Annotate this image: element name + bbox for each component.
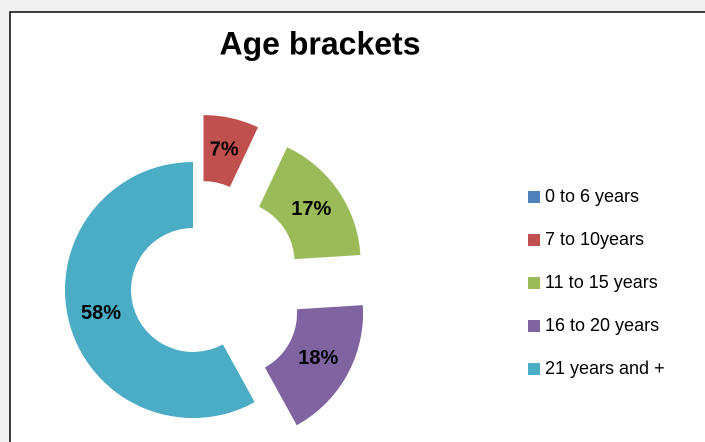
legend-label: 16 to 20 years (545, 315, 659, 335)
data-label: 18% (298, 347, 338, 369)
legend-swatch (528, 277, 540, 289)
legend-label: 7 to 10years (545, 229, 644, 249)
legend-swatch (528, 191, 540, 203)
legend-swatch (528, 363, 540, 375)
donut-slice (259, 147, 361, 260)
data-label: 58% (81, 302, 121, 324)
legend-label: 21 years and + (545, 358, 665, 378)
data-label: 17% (291, 198, 331, 220)
data-label: 7% (210, 139, 239, 161)
legend-swatch (528, 234, 540, 246)
donut-slice (264, 305, 364, 426)
legend-swatch (528, 320, 540, 332)
donut-slice (203, 115, 258, 188)
legend-label: 0 to 6 years (545, 186, 639, 206)
chart-title: Age brackets (220, 25, 421, 61)
legend-label: 11 to 15 years (545, 272, 658, 292)
donut-slice (65, 161, 255, 418)
